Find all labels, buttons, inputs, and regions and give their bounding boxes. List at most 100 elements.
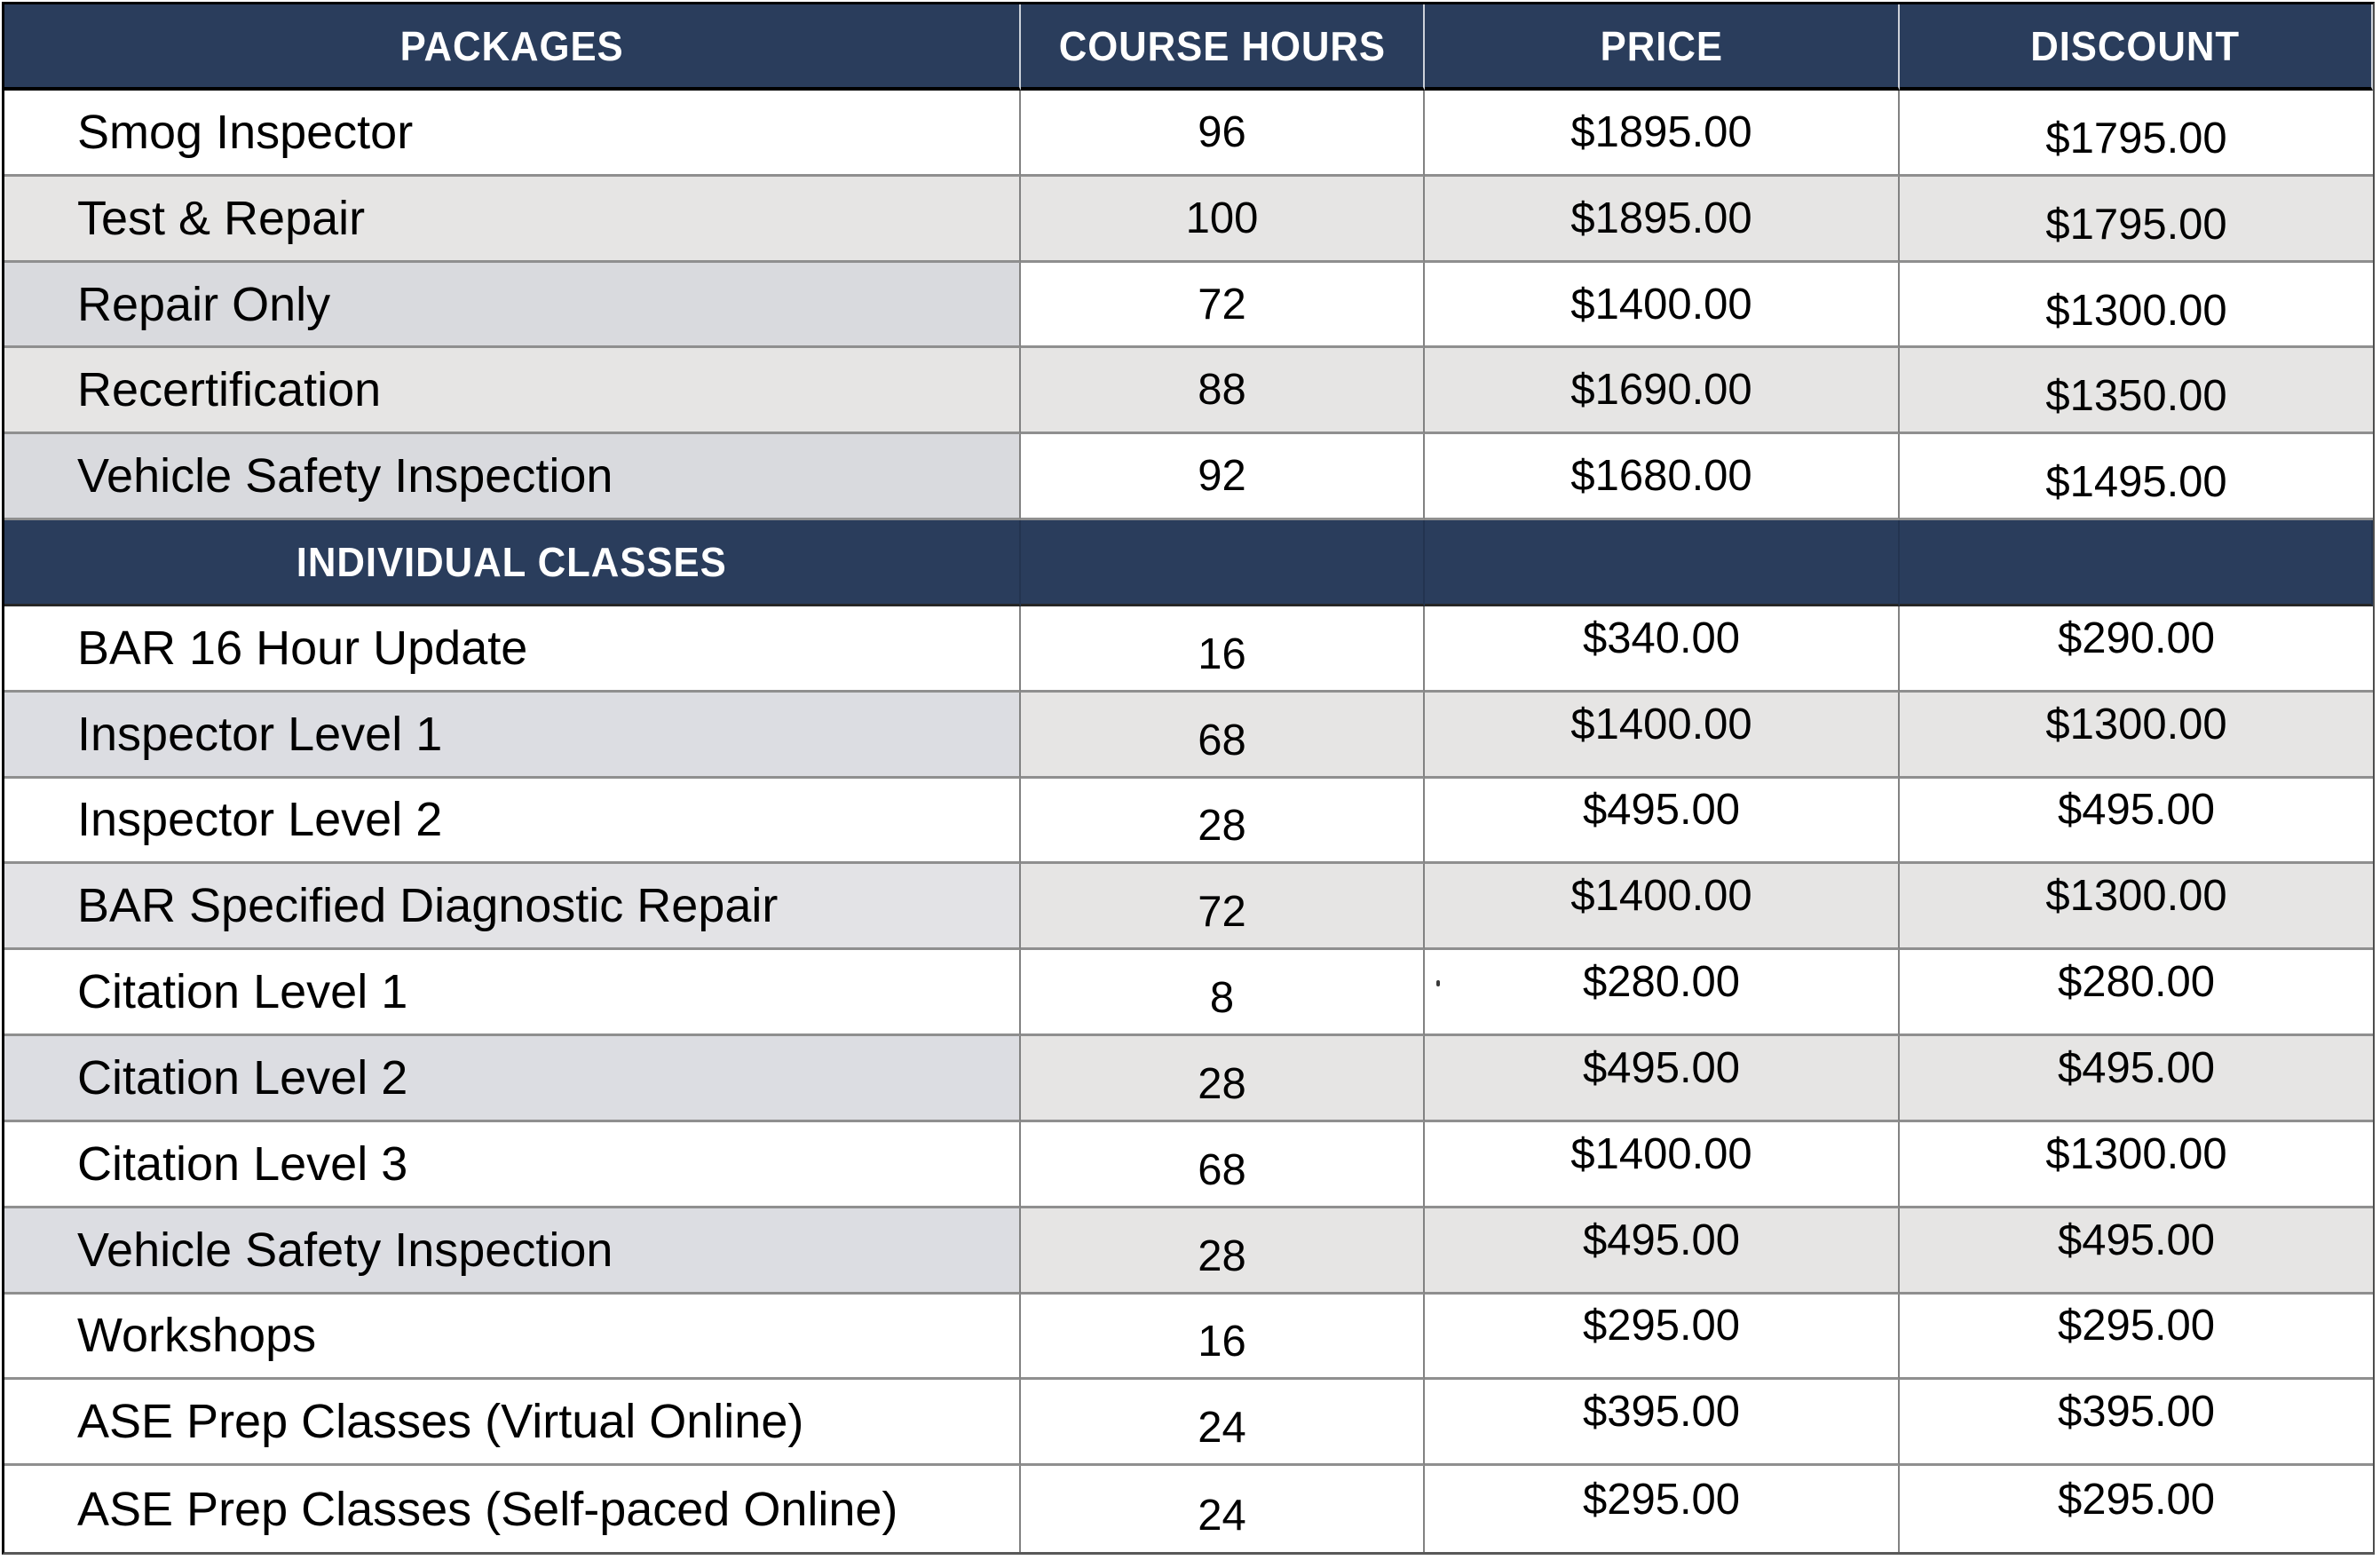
class-name: Citation Level 1 (77, 965, 408, 1019)
course-hours-cell: 28 (1021, 778, 1425, 865)
price-cell: $1895.00 (1425, 91, 1900, 177)
price-cell: $495.00 (1425, 778, 1900, 865)
pricing-table-grid: PACKAGES COURSE HOURS PRICE DISCOUNT Smo… (4, 4, 2373, 1552)
discount-cell: $295.00 (1900, 1466, 2373, 1552)
course-hours-value: 8 (1209, 974, 1235, 1023)
discount-value: $1300.00 (2045, 1129, 2227, 1178)
price-cell: $395.00 (1425, 1380, 1900, 1467)
discount-value: $295.00 (2057, 1302, 2216, 1350)
class-name-cell: Citation Level 3 (4, 1121, 1021, 1208)
package-name-cell: Vehicle Safety Inspection (4, 434, 1021, 521)
price-cell: $1895.00 (1425, 176, 1900, 263)
col-header-packages-label: PACKAGES (399, 22, 624, 69)
price-cell: $295.00 (1425, 1294, 1900, 1381)
discount-cell: $395.00 (1900, 1380, 2373, 1467)
discount-value: $1300.00 (2045, 700, 2227, 748)
course-hours-cell: 88 (1021, 348, 1425, 435)
discount-cell: $1300.00 (1900, 692, 2373, 779)
course-hours-value: 16 (1198, 630, 1246, 678)
price-value: $495.00 (1582, 1043, 1741, 1092)
course-hours-cell: 96 (1021, 91, 1425, 177)
course-hours-cell: 68 (1021, 1121, 1425, 1208)
course-hours-cell: 16 (1021, 1294, 1425, 1381)
price-cell: $1400.00 (1425, 864, 1900, 951)
course-hours-value: 72 (1198, 888, 1246, 937)
price-cell: $280.00 (1425, 950, 1900, 1037)
package-name: Repair Only (77, 277, 331, 331)
package-name-cell: Recertification (4, 348, 1021, 435)
class-name: BAR Specified Diagnostic Repair (77, 879, 779, 933)
price-cell: $295.00 (1425, 1466, 1900, 1552)
course-hours-cell: 100 (1021, 176, 1425, 263)
price-value: $1680.00 (1570, 452, 1752, 501)
class-name: ASE Prep Classes (Self-paced Online) (77, 1482, 898, 1536)
discount-value: $495.00 (2057, 1043, 2216, 1092)
price-value: $1690.00 (1570, 366, 1752, 415)
class-name-cell: Vehicle Safety Inspection (4, 1208, 1021, 1295)
course-hours-cell: 28 (1021, 1208, 1425, 1295)
col-header-course-hours: COURSE HOURS (1021, 4, 1425, 91)
discount-cell: $280.00 (1900, 950, 2373, 1037)
price-cell: $1400.00 (1425, 1121, 1900, 1208)
class-name-cell: ASE Prep Classes (Virtual Online) (4, 1380, 1021, 1467)
class-name: Inspector Level 2 (77, 793, 443, 847)
discount-cell: $1300.00 (1900, 1121, 2373, 1208)
class-name-cell: Inspector Level 2 (4, 778, 1021, 865)
discount-value: $495.00 (2057, 1216, 2216, 1264)
discount-value: $290.00 (2057, 614, 2216, 662)
package-name-cell: Smog Inspector (4, 91, 1021, 177)
class-name: Citation Level 3 (77, 1136, 408, 1191)
price-cell: $1690.00 (1425, 348, 1900, 435)
class-name-cell: BAR 16 Hour Update (4, 606, 1021, 693)
price-cell: $1400.00 (1425, 692, 1900, 779)
price-value: $1895.00 (1570, 194, 1752, 242)
package-name: Smog Inspector (77, 105, 414, 159)
course-hours-value: 24 (1198, 1491, 1246, 1540)
course-hours-value: 88 (1198, 366, 1246, 415)
class-name-cell: BAR Specified Diagnostic Repair (4, 864, 1021, 951)
price-value: $395.00 (1582, 1388, 1741, 1437)
package-name: Recertification (77, 363, 382, 417)
class-name: BAR 16 Hour Update (77, 621, 528, 675)
discount-value: $1300.00 (2045, 286, 2227, 335)
section-header-individual-classes: INDIVIDUAL CLASSES (4, 520, 1021, 606)
price-value: $495.00 (1582, 786, 1741, 835)
price-value: $495.00 (1582, 1216, 1741, 1264)
discount-cell: $295.00 (1900, 1294, 2373, 1381)
discount-value: $295.00 (2057, 1475, 2216, 1524)
course-hours-value: 28 (1198, 1231, 1246, 1280)
col-header-discount-label: DISCOUNT (2030, 22, 2241, 69)
section-title: INDIVIDUAL CLASSES (297, 539, 727, 586)
package-name-cell: Test & Repair (4, 176, 1021, 263)
course-hours-value: 68 (1198, 716, 1246, 764)
price-value: $340.00 (1582, 614, 1741, 662)
class-name: ASE Prep Classes (Virtual Online) (77, 1395, 804, 1449)
class-name: Citation Level 2 (77, 1050, 408, 1105)
course-hours-cell: 68 (1021, 692, 1425, 779)
course-hours-cell: 24 (1021, 1466, 1425, 1552)
discount-value: $1300.00 (2045, 872, 2227, 921)
price-cell: $495.00 (1425, 1036, 1900, 1122)
course-hours-value: 100 (1185, 194, 1259, 242)
discount-cell: $290.00 (1900, 606, 2373, 693)
discount-cell: $495.00 (1900, 778, 2373, 865)
course-hours-value: 24 (1198, 1404, 1246, 1453)
price-value: $1400.00 (1570, 700, 1752, 748)
discount-cell: $1795.00 (1900, 91, 2373, 177)
discount-cell: $1495.00 (1900, 434, 2373, 521)
discount-cell: $1795.00 (1900, 176, 2373, 263)
class-name-cell: Inspector Level 1 (4, 692, 1021, 779)
price-value: $295.00 (1582, 1475, 1741, 1524)
col-header-price: PRICE (1425, 4, 1900, 91)
col-header-discount: DISCOUNT (1900, 4, 2373, 91)
discount-cell: $1300.00 (1900, 262, 2373, 349)
discount-cell: $495.00 (1900, 1036, 2373, 1122)
class-name-cell: ASE Prep Classes (Self-paced Online) (4, 1466, 1021, 1552)
discount-value: $1350.00 (2045, 372, 2227, 421)
discount-cell: $1300.00 (1900, 864, 2373, 951)
course-hours-value: 68 (1198, 1145, 1246, 1194)
package-name-cell: Repair Only (4, 262, 1021, 349)
price-cell: $1680.00 (1425, 434, 1900, 521)
